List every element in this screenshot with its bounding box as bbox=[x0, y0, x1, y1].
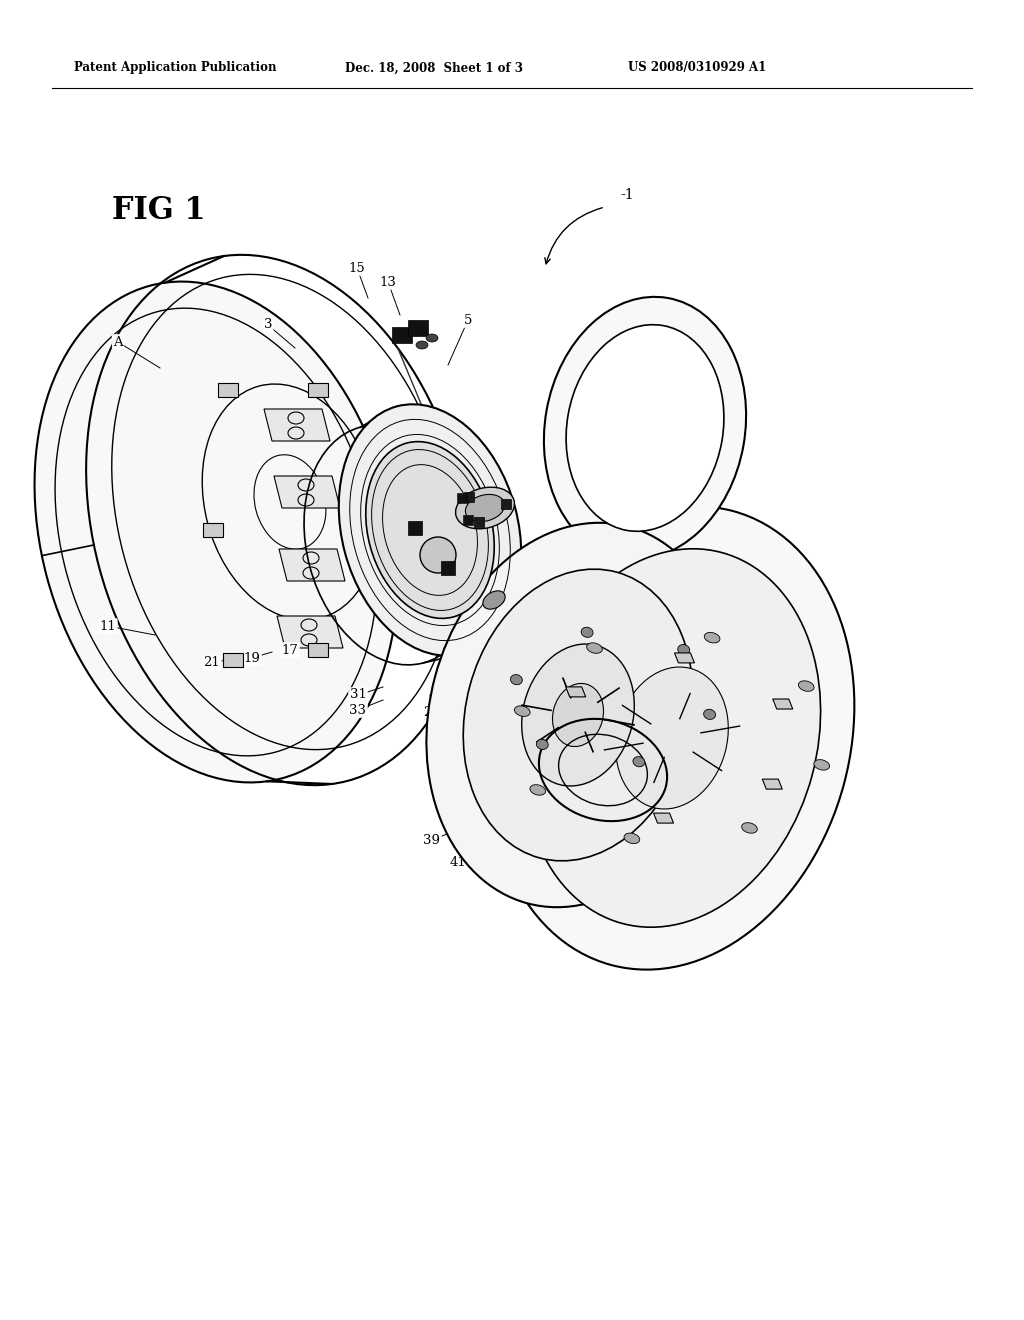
Text: 31: 31 bbox=[349, 689, 367, 701]
Bar bbox=[465, 492, 474, 503]
Ellipse shape bbox=[537, 739, 548, 750]
Ellipse shape bbox=[483, 591, 505, 609]
Text: 11: 11 bbox=[99, 619, 117, 632]
Polygon shape bbox=[218, 383, 238, 397]
Ellipse shape bbox=[416, 341, 428, 348]
Text: 3: 3 bbox=[264, 318, 272, 331]
Text: 9: 9 bbox=[772, 553, 780, 566]
Bar bbox=[408, 521, 422, 535]
Text: 37b: 37b bbox=[765, 711, 791, 725]
Ellipse shape bbox=[521, 644, 634, 785]
Bar bbox=[474, 517, 484, 528]
Ellipse shape bbox=[366, 442, 495, 618]
Ellipse shape bbox=[456, 487, 514, 529]
Polygon shape bbox=[308, 643, 328, 657]
Ellipse shape bbox=[624, 833, 640, 843]
Text: Dec. 18, 2008  Sheet 1 of 3: Dec. 18, 2008 Sheet 1 of 3 bbox=[345, 62, 523, 74]
Ellipse shape bbox=[530, 784, 546, 795]
Text: 29: 29 bbox=[424, 705, 440, 718]
Text: 35: 35 bbox=[680, 528, 696, 541]
Text: 15: 15 bbox=[348, 261, 366, 275]
Text: 37a: 37a bbox=[697, 546, 723, 560]
Polygon shape bbox=[203, 523, 223, 537]
Ellipse shape bbox=[489, 507, 854, 970]
Text: 43: 43 bbox=[680, 832, 696, 845]
Text: 39: 39 bbox=[424, 833, 440, 846]
Ellipse shape bbox=[426, 523, 730, 907]
Text: FIG 1: FIG 1 bbox=[112, 195, 206, 226]
Text: -1: -1 bbox=[620, 187, 634, 202]
Bar bbox=[463, 515, 473, 525]
Polygon shape bbox=[773, 700, 793, 709]
Ellipse shape bbox=[465, 495, 505, 521]
Text: 21: 21 bbox=[204, 656, 220, 669]
Bar bbox=[441, 561, 455, 576]
Ellipse shape bbox=[814, 759, 829, 770]
Text: A: A bbox=[114, 335, 123, 348]
Ellipse shape bbox=[741, 822, 758, 833]
Polygon shape bbox=[565, 686, 586, 697]
Text: 27: 27 bbox=[489, 508, 507, 521]
Ellipse shape bbox=[339, 404, 521, 656]
Polygon shape bbox=[308, 383, 328, 397]
Polygon shape bbox=[653, 813, 674, 824]
Polygon shape bbox=[408, 319, 428, 337]
Text: 25a: 25a bbox=[481, 483, 507, 496]
Polygon shape bbox=[392, 327, 412, 343]
Text: 47: 47 bbox=[485, 558, 503, 572]
Text: 19: 19 bbox=[244, 652, 260, 664]
Text: 7: 7 bbox=[620, 536, 629, 549]
Text: Patent Application Publication: Patent Application Publication bbox=[74, 62, 276, 74]
Ellipse shape bbox=[511, 675, 522, 685]
Text: 17: 17 bbox=[282, 644, 298, 656]
Text: US 2008/0310929 A1: US 2008/0310929 A1 bbox=[628, 62, 766, 74]
Ellipse shape bbox=[426, 334, 438, 342]
Polygon shape bbox=[675, 653, 694, 663]
Ellipse shape bbox=[799, 681, 814, 692]
Ellipse shape bbox=[523, 549, 820, 927]
Ellipse shape bbox=[514, 706, 530, 717]
Polygon shape bbox=[274, 477, 340, 508]
Bar bbox=[457, 492, 467, 503]
Ellipse shape bbox=[615, 667, 728, 809]
Ellipse shape bbox=[35, 281, 397, 783]
Text: 33: 33 bbox=[441, 545, 459, 558]
Text: 33: 33 bbox=[349, 704, 367, 717]
Ellipse shape bbox=[703, 709, 716, 719]
Ellipse shape bbox=[566, 325, 724, 532]
Ellipse shape bbox=[582, 627, 593, 638]
Bar bbox=[502, 499, 511, 510]
Polygon shape bbox=[762, 779, 782, 789]
Text: 13: 13 bbox=[380, 276, 396, 289]
Text: 45: 45 bbox=[540, 871, 556, 884]
Polygon shape bbox=[264, 409, 330, 441]
Ellipse shape bbox=[420, 537, 456, 573]
Ellipse shape bbox=[587, 643, 602, 653]
Text: 41: 41 bbox=[450, 855, 466, 869]
Text: 23: 23 bbox=[697, 326, 715, 338]
Ellipse shape bbox=[678, 644, 689, 655]
Polygon shape bbox=[279, 549, 345, 581]
Polygon shape bbox=[278, 616, 343, 648]
Ellipse shape bbox=[633, 756, 645, 767]
Ellipse shape bbox=[463, 569, 693, 861]
Ellipse shape bbox=[553, 684, 603, 747]
Text: 5: 5 bbox=[464, 314, 472, 326]
Ellipse shape bbox=[544, 297, 746, 560]
Ellipse shape bbox=[705, 632, 720, 643]
Polygon shape bbox=[223, 653, 243, 667]
